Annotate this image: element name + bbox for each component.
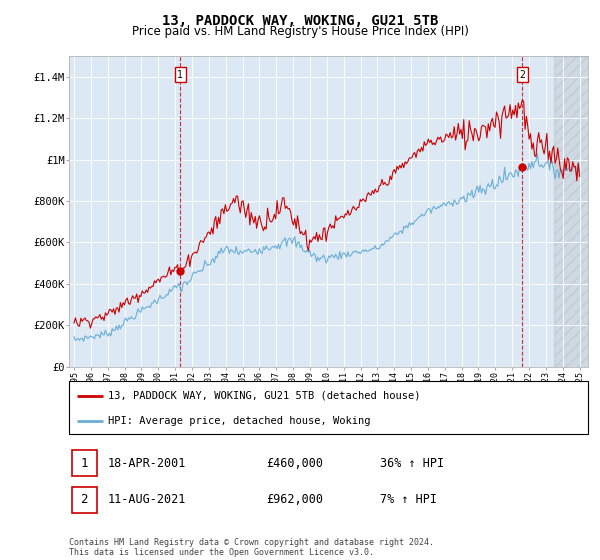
FancyBboxPatch shape [71, 487, 97, 512]
Text: 2: 2 [80, 493, 88, 506]
Text: Price paid vs. HM Land Registry's House Price Index (HPI): Price paid vs. HM Land Registry's House … [131, 25, 469, 38]
FancyBboxPatch shape [71, 450, 97, 476]
Text: 36% ↑ HPI: 36% ↑ HPI [380, 456, 445, 470]
Text: 18-APR-2001: 18-APR-2001 [108, 456, 187, 470]
FancyBboxPatch shape [69, 381, 588, 434]
Text: HPI: Average price, detached house, Woking: HPI: Average price, detached house, Woki… [108, 416, 370, 426]
Text: £460,000: £460,000 [266, 456, 323, 470]
Text: 1: 1 [80, 456, 88, 470]
Text: 13, PADDOCK WAY, WOKING, GU21 5TB (detached house): 13, PADDOCK WAY, WOKING, GU21 5TB (detac… [108, 391, 421, 401]
Bar [554, 56, 588, 367]
Text: 7% ↑ HPI: 7% ↑ HPI [380, 493, 437, 506]
Text: Contains HM Land Registry data © Crown copyright and database right 2024.
This d: Contains HM Land Registry data © Crown c… [69, 538, 434, 557]
Text: £962,000: £962,000 [266, 493, 323, 506]
Text: 11-AUG-2021: 11-AUG-2021 [108, 493, 187, 506]
Text: 2: 2 [520, 69, 525, 80]
Text: 13, PADDOCK WAY, WOKING, GU21 5TB: 13, PADDOCK WAY, WOKING, GU21 5TB [162, 14, 438, 28]
Text: 1: 1 [177, 69, 183, 80]
